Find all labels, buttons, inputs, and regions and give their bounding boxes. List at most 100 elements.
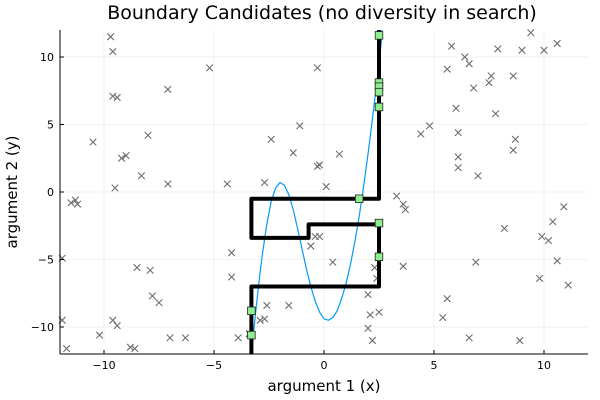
candidate-marker: [354, 194, 364, 203]
ticks: −10 −5 0 5 10 −10 −5 0 5 10: [31, 51, 551, 372]
sample-point: [155, 299, 163, 307]
sample-point: [71, 196, 80, 204]
sample-point: [146, 266, 154, 274]
candidate-marker: [374, 31, 384, 40]
sample-point: [535, 274, 544, 283]
sample-point: [109, 316, 117, 324]
sample-points: [58, 29, 572, 353]
sample-point: [544, 236, 553, 245]
candidate-marker: [374, 218, 384, 228]
sample-point: [417, 130, 425, 138]
sample-point: [205, 64, 214, 72]
sample-point: [553, 257, 561, 265]
sample-point: [474, 172, 482, 180]
sample-point: [516, 336, 524, 345]
sample-point: [62, 344, 71, 353]
candidate-marker: [374, 102, 384, 112]
sample-point: [234, 334, 242, 342]
x-axis-label: argument 1 (x): [267, 377, 380, 395]
sample-point: [131, 344, 139, 353]
sample-point: [465, 60, 473, 68]
sample-point: [364, 324, 372, 333]
sample-point: [313, 64, 322, 72]
sample-point: [126, 343, 135, 351]
sample-point: [113, 321, 121, 330]
sample-point: [260, 315, 269, 323]
sample-point: [285, 301, 293, 310]
sample-point: [511, 135, 520, 144]
sample-point: [454, 128, 462, 137]
sample-point: [181, 334, 190, 342]
candidate-marker: [374, 252, 384, 261]
sample-point: [443, 294, 451, 303]
sample-point: [425, 122, 434, 130]
sample-point: [454, 164, 462, 172]
sample-point: [117, 154, 126, 162]
sample-point: [335, 150, 344, 158]
sample-point: [95, 331, 104, 339]
sample-point: [263, 301, 271, 310]
sample-point: [109, 92, 117, 100]
sample-point: [296, 122, 304, 130]
boundary-path: [249, 30, 381, 354]
candidate-marker: [247, 306, 256, 315]
x-tick-label: 5: [431, 359, 438, 372]
sample-point: [73, 200, 82, 208]
y-tick-label: 10: [40, 51, 54, 64]
sample-point: [368, 336, 377, 345]
sample-point: [452, 104, 460, 112]
sample-point: [267, 135, 275, 144]
sample-point: [315, 232, 324, 241]
sample-point: [472, 258, 480, 266]
sample-point: [485, 78, 493, 87]
sample-point: [375, 308, 383, 316]
sample-point: [509, 72, 517, 80]
sample-point: [370, 263, 379, 272]
sample-point: [315, 161, 324, 169]
x-tick-label: 0: [321, 359, 328, 372]
sample-point: [289, 149, 297, 157]
sample-point: [111, 184, 119, 192]
x-tick-label: −5: [206, 359, 222, 372]
sample-point: [227, 249, 236, 257]
grid: [60, 30, 588, 354]
sample-point: [399, 262, 407, 270]
sample-point: [540, 46, 548, 54]
x-tick-label: −10: [92, 359, 115, 372]
sample-point: [307, 242, 315, 250]
sample-point: [223, 180, 231, 188]
sample-point: [469, 84, 478, 92]
y-axis-label: argument 2 (y): [3, 135, 21, 248]
candidate-markers: [247, 31, 384, 340]
boundary-layer: [249, 30, 381, 354]
sample-point: [133, 263, 141, 272]
sample-point: [439, 313, 447, 322]
sample-point: [494, 45, 502, 53]
sample-point: [553, 39, 561, 48]
sample-point: [500, 224, 509, 233]
y-tick-label: 5: [47, 119, 54, 132]
sample-point: [313, 162, 322, 171]
y-tick-label: −10: [31, 321, 54, 334]
sample-point: [137, 172, 146, 180]
sample-point: [109, 47, 117, 56]
sample-point: [366, 311, 374, 319]
sample-point: [549, 218, 557, 226]
sample-point: [443, 65, 451, 73]
sample-point: [260, 178, 269, 187]
sample-point: [401, 205, 410, 214]
sample-point: [527, 29, 535, 37]
sample-point: [399, 200, 407, 208]
chart-title: Boundary Candidates (no diversity in sea…: [107, 2, 537, 24]
sample-point: [89, 138, 97, 146]
sample-point: [166, 334, 174, 342]
sample-point: [322, 182, 330, 191]
sample-point: [256, 316, 264, 324]
sample-point: [106, 33, 115, 41]
sample-point: [227, 273, 236, 281]
sample-point: [329, 258, 337, 266]
sample-point: [148, 292, 157, 300]
sample-point: [144, 131, 152, 139]
sample-point: [465, 334, 473, 342]
sample-point: [122, 151, 130, 160]
